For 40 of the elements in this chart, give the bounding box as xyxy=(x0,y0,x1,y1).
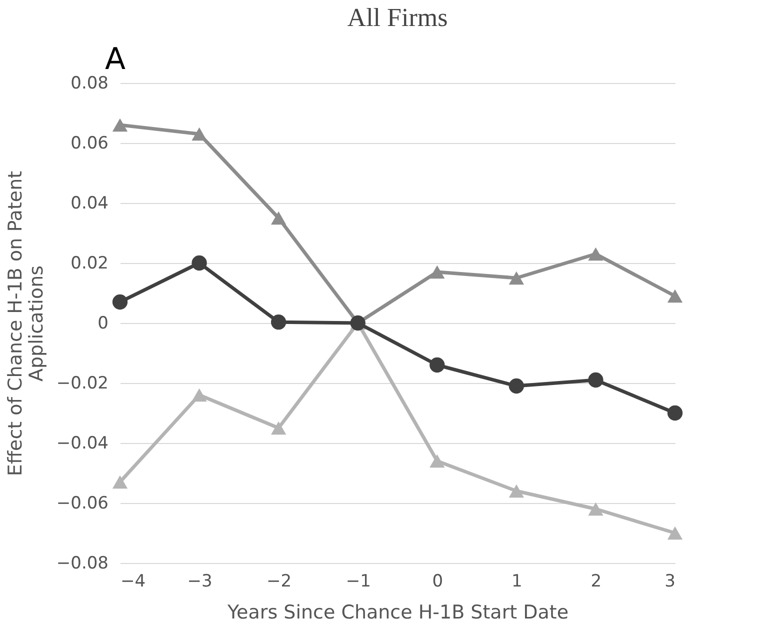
y-tick-label: −0.02 xyxy=(56,374,108,394)
point xyxy=(112,475,128,489)
point xyxy=(192,388,207,402)
point xyxy=(112,294,128,310)
chart-title: All Firms xyxy=(347,3,448,32)
x-tick-label: −3 xyxy=(187,572,212,592)
point xyxy=(667,289,683,303)
x-tick-label: −2 xyxy=(266,572,292,592)
x-tick-label: 0 xyxy=(432,572,444,592)
point xyxy=(430,454,445,468)
point xyxy=(508,378,524,394)
point xyxy=(508,271,524,285)
point xyxy=(430,265,445,279)
point xyxy=(430,357,445,373)
point xyxy=(667,526,683,540)
y-tick-label: 0.02 xyxy=(70,254,108,274)
x-tick-label: −4 xyxy=(120,572,146,592)
y-axis-title: Effect of Chance H-1B on Patent Applications xyxy=(4,170,48,476)
x-tick-label: 1 xyxy=(512,572,522,592)
y-tick-label: 0.06 xyxy=(70,134,108,154)
point xyxy=(588,247,604,261)
point xyxy=(192,127,207,141)
y-tick-label: 0.04 xyxy=(70,194,108,214)
point xyxy=(508,484,524,498)
x-tick-label: 2 xyxy=(590,572,602,592)
point xyxy=(667,405,683,421)
point xyxy=(270,211,286,225)
point xyxy=(270,314,286,330)
point xyxy=(112,118,128,132)
point xyxy=(192,255,207,271)
x-axis-title: Years Since Chance H-1B Start Date xyxy=(226,602,569,624)
y-tick-label: −0.06 xyxy=(56,494,108,514)
x-tick-label: 3 xyxy=(664,572,676,592)
point xyxy=(588,502,604,516)
point xyxy=(588,372,604,388)
y-tick-label: −0.04 xyxy=(56,434,108,454)
y-tick-label: −0.08 xyxy=(56,554,108,574)
x-tick-label: −1 xyxy=(346,572,371,592)
y-tick-label: 0 xyxy=(98,314,108,334)
point xyxy=(270,421,286,435)
